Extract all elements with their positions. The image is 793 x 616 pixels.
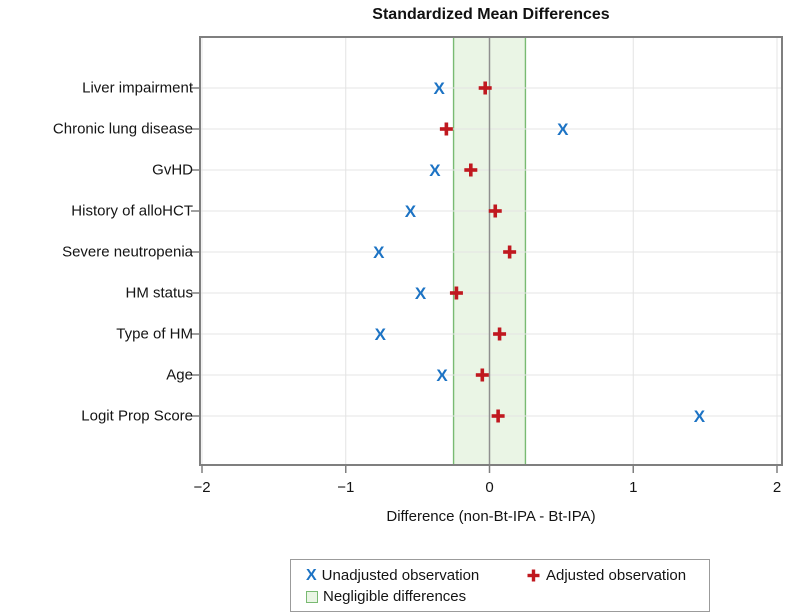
y-axis-label: Severe neutropenia: [62, 243, 193, 261]
unadjusted-marker: X: [429, 161, 441, 180]
y-axis-label: Chronic lung disease: [52, 120, 193, 138]
y-axis-label: Age: [166, 366, 193, 384]
legend-row-2: Negligible differences: [306, 586, 694, 607]
plot-frame: [199, 36, 783, 466]
y-axis-label: Logit Prop Score: [81, 407, 193, 425]
legend-item-adjusted: Adjusted observation: [526, 567, 686, 584]
unadjusted-marker: X: [694, 407, 706, 426]
x-tick-label: 1: [629, 479, 638, 496]
plot-area: X X X X X X X X X: [191, 36, 783, 473]
x-tick-label: 0: [485, 479, 494, 496]
chart-title: Standardized Mean Differences: [372, 6, 610, 23]
legend-item-negligible: Negligible differences: [306, 588, 466, 605]
legend-item-unadjusted: X Unadjusted observation: [306, 567, 526, 584]
legend: X Unadjusted observation Adjusted observ…: [290, 559, 710, 612]
unadjusted-marker: X: [405, 202, 417, 221]
legend-label-negligible: Negligible differences: [323, 588, 467, 605]
legend-row-1: X Unadjusted observation Adjusted observ…: [306, 565, 694, 586]
unadjusted-marker: X: [415, 284, 427, 303]
y-axis-label: Type of HM: [116, 325, 193, 343]
y-axis-label: HM status: [125, 284, 193, 302]
x-tick-label: −1: [337, 479, 355, 496]
x-axis-title: Difference (non-Bt-IPA - Bt-IPA): [386, 508, 596, 525]
legend-label-unadjusted: Unadjusted observation: [321, 567, 480, 584]
y-axis-label: History of alloHCT: [71, 202, 193, 220]
adjusted-plus-marker-icon: [527, 569, 540, 582]
legend-label-adjusted: Adjusted observation: [546, 567, 687, 584]
unadjusted-marker: X: [557, 120, 569, 139]
unadjusted-marker: X: [436, 366, 448, 385]
x-tick-label: −2: [193, 479, 211, 496]
x-tick-label: 2: [772, 479, 782, 496]
unadjusted-marker: X: [375, 325, 387, 344]
negligible-band-swatch-icon: [306, 590, 318, 603]
unadjusted-marker: X: [434, 79, 446, 98]
unadjusted-x-marker-icon: X: [306, 566, 317, 584]
unadjusted-marker: X: [373, 243, 385, 262]
y-axis-label: GvHD: [152, 161, 193, 179]
y-axis-label: Liver impairment: [82, 79, 193, 97]
